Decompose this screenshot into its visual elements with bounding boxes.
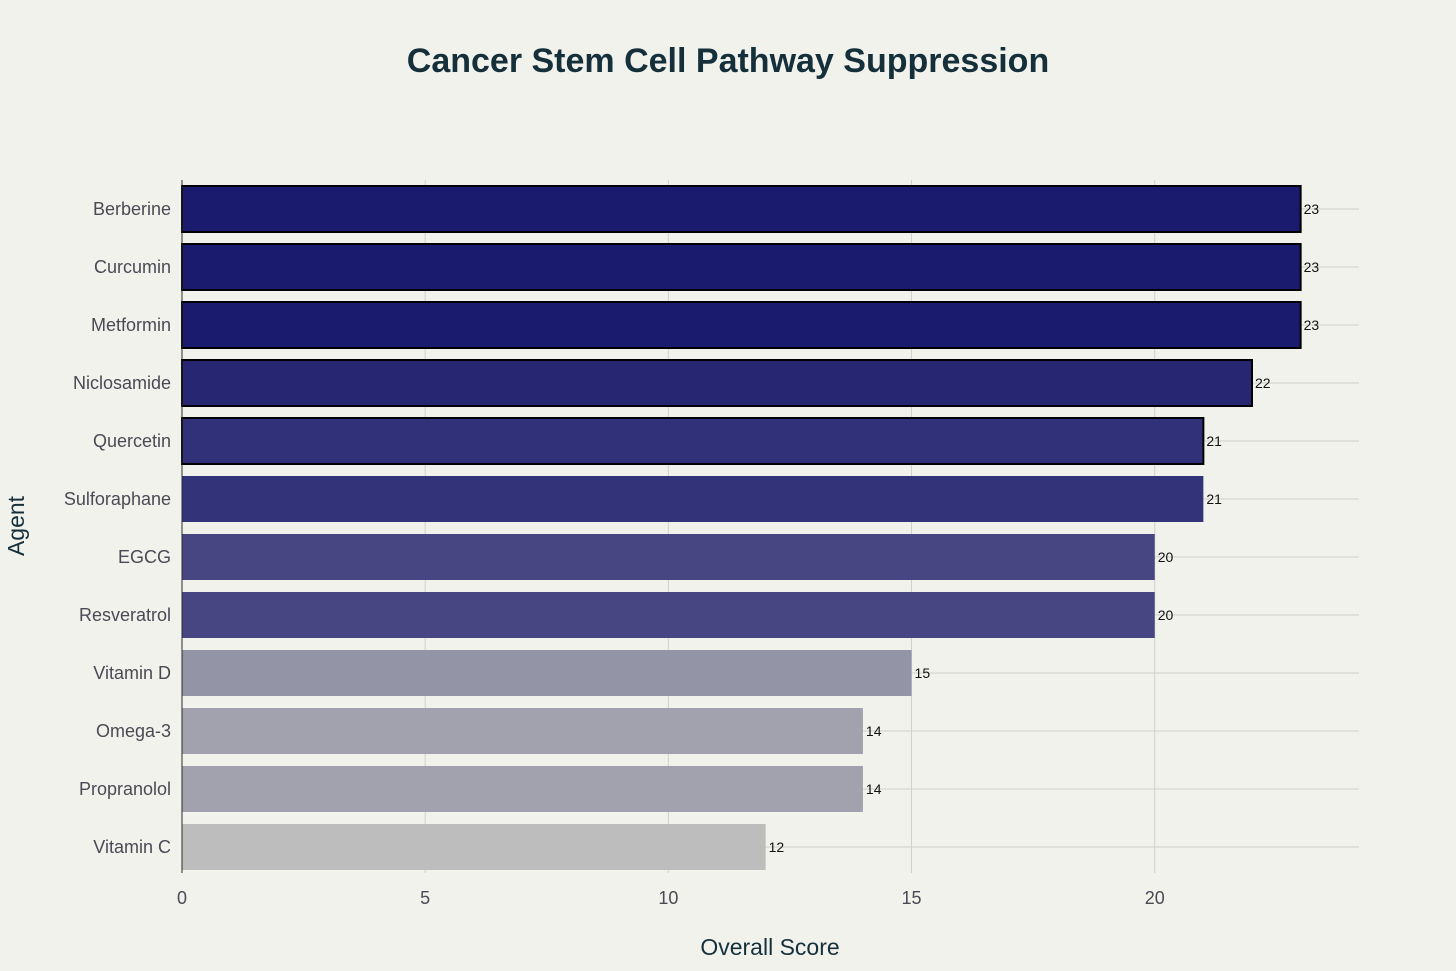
bar	[182, 824, 766, 870]
data-label: 23	[1304, 317, 1320, 333]
y-tick-label: Berberine	[93, 199, 171, 219]
y-tick-label: Propranolol	[79, 779, 171, 799]
bar	[181, 301, 1302, 349]
bar	[182, 534, 1155, 580]
x-tick-labels: 0 5 10 15 20	[177, 888, 1165, 908]
y-tick-label: Omega-3	[96, 721, 171, 741]
data-label: 23	[1304, 259, 1320, 275]
bar	[182, 592, 1155, 638]
x-tick-label: 0	[177, 888, 187, 908]
y-axis-title: Agent	[3, 495, 29, 556]
data-labels: 23 23 23 22 21 21 20 20 15 14 14 12	[769, 201, 1320, 855]
bars	[181, 185, 1302, 870]
x-axis-title: Overall Score	[700, 934, 839, 960]
x-tick-label: 5	[420, 888, 430, 908]
x-tick-label: 10	[658, 888, 678, 908]
y-tick-labels: Berberine Curcumin Metformin Niclosamide Que…	[64, 199, 171, 857]
y-tick-label: Quercetin	[93, 431, 171, 451]
y-tick-label: Metformin	[91, 315, 171, 335]
data-label: 23	[1304, 201, 1320, 217]
data-label: 20	[1158, 607, 1174, 623]
data-label: 21	[1206, 491, 1222, 507]
bar	[181, 417, 1205, 465]
data-label: 12	[769, 839, 785, 855]
bar	[182, 650, 912, 696]
bar	[181, 243, 1302, 291]
bar	[182, 708, 863, 754]
chart-title: Cancer Stem Cell Pathway Suppression	[407, 42, 1049, 80]
x-tick-label: 20	[1145, 888, 1165, 908]
data-label: 14	[866, 781, 882, 797]
y-tick-label: Sulforaphane	[64, 489, 171, 509]
bar	[181, 359, 1253, 407]
bar	[182, 766, 863, 812]
y-tick-label: Curcumin	[94, 257, 171, 277]
bar	[181, 185, 1302, 233]
y-tick-label: Resveratrol	[79, 605, 171, 625]
data-label: 22	[1255, 375, 1271, 391]
data-label: 14	[866, 723, 882, 739]
data-label: 15	[915, 665, 931, 681]
bar	[182, 476, 1204, 522]
data-label: 21	[1206, 433, 1222, 449]
y-tick-label: EGCG	[118, 547, 171, 567]
x-tick-label: 15	[902, 888, 922, 908]
y-tick-label: Niclosamide	[73, 373, 171, 393]
data-label: 20	[1158, 549, 1174, 565]
y-tick-label: Vitamin C	[93, 837, 171, 857]
y-tick-label: Vitamin D	[93, 663, 171, 683]
